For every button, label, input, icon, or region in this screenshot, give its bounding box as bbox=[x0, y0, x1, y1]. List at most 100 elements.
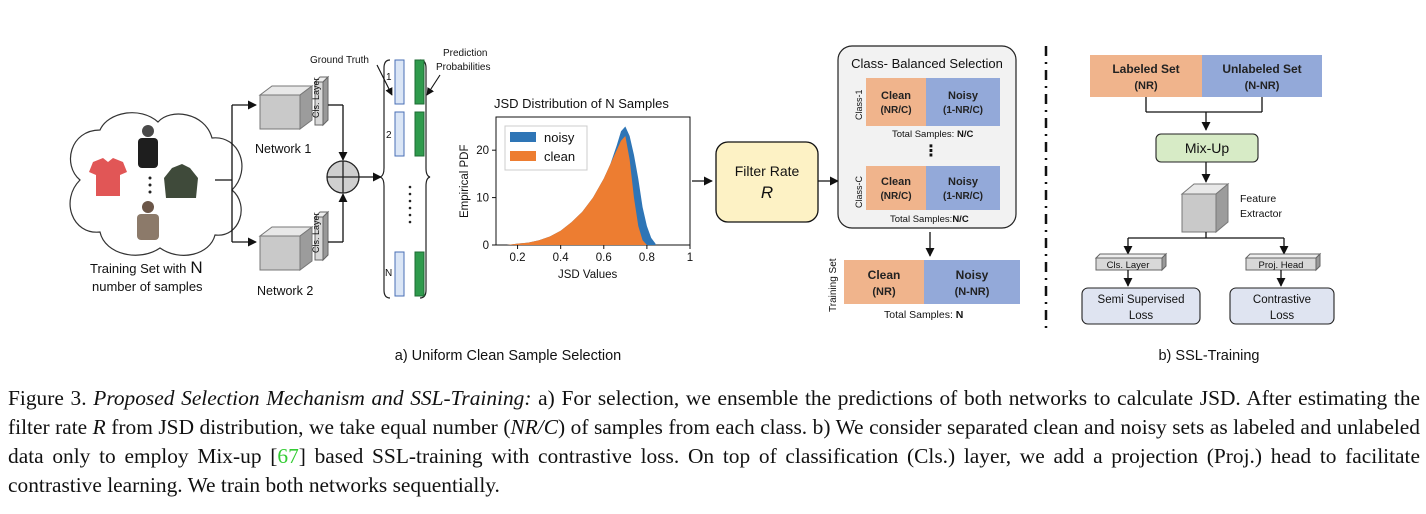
pred-bar-1 bbox=[414, 59, 425, 105]
person-top-image bbox=[138, 125, 158, 168]
unlabeled-set-box bbox=[1202, 55, 1322, 97]
cls-layer-1: Cls. Layer bbox=[311, 75, 330, 127]
svg-text:Loss: Loss bbox=[1270, 310, 1295, 322]
svg-text:Total Samples: N/C: Total Samples: N/C bbox=[892, 129, 973, 140]
class-balanced-panel: Class- Balanced Selection Class-1 Clean … bbox=[837, 45, 1017, 229]
x-tick-label: 0.8 bbox=[639, 252, 655, 264]
network-2-cube bbox=[258, 226, 314, 271]
caption-part-1: a) For selection, we ensemble the predic… bbox=[8, 386, 1421, 439]
ground-truth-label: Ground Truth bbox=[310, 55, 369, 66]
semi-supervised-loss-box bbox=[1081, 287, 1201, 325]
series-area-clean bbox=[506, 135, 647, 245]
x-tick-label: 0.4 bbox=[553, 252, 570, 264]
probabilities-label: Probabilities bbox=[436, 62, 490, 73]
svg-text:Total Samples:N/C: Total Samples:N/C bbox=[890, 214, 969, 225]
proj-head: Proj. Head bbox=[1244, 252, 1322, 272]
svg-text:Loss: Loss bbox=[1129, 310, 1154, 322]
part-b-caption: b) SSL-Training bbox=[1158, 348, 1259, 364]
caption-var-nrc: NR/C bbox=[510, 415, 558, 439]
final-clean-box bbox=[844, 260, 924, 304]
labeled-set-box bbox=[1090, 55, 1202, 97]
feature-label: Feature bbox=[1240, 193, 1276, 205]
cls-layer-b: Cls. Layer bbox=[1094, 252, 1168, 272]
legend-swatch-clean bbox=[510, 151, 536, 161]
svg-text:Cls. Layer: Cls. Layer bbox=[1107, 260, 1150, 271]
y-tick-label: 0 bbox=[483, 240, 489, 252]
caption-part-2: from JSD distribution, we take equal num… bbox=[105, 415, 511, 439]
pred-bar-2 bbox=[414, 111, 425, 157]
caption-lead: Proposed Selection Mechanism and SSL-Tra… bbox=[93, 386, 532, 410]
svg-text:Labeled Set: Labeled Set bbox=[1112, 62, 1179, 76]
left-brace bbox=[379, 59, 391, 299]
contrastive-loss-box bbox=[1229, 287, 1335, 325]
filter-rate-box: Filter Rate R bbox=[715, 141, 819, 223]
svg-text:⋮: ⋮ bbox=[923, 143, 939, 160]
svg-text:Cls. Layer: Cls. Layer bbox=[311, 212, 321, 253]
svg-text:Class-C: Class-C bbox=[854, 175, 864, 208]
caption-ref-link[interactable]: 67 bbox=[277, 444, 299, 468]
training-set-vertical: Training Set bbox=[828, 258, 839, 312]
svg-text:Contrastive: Contrastive bbox=[1253, 294, 1311, 306]
legend-label-noisy: noisy bbox=[544, 130, 575, 145]
prediction-ellipsis bbox=[408, 185, 412, 224]
svg-text:Filter Rate: Filter Rate bbox=[735, 163, 800, 179]
training-set-label-2: number of samples bbox=[92, 279, 203, 294]
gt-bar-2 bbox=[394, 111, 405, 157]
jacket-image bbox=[164, 164, 198, 198]
class1-clean-box bbox=[866, 78, 926, 126]
right-brace bbox=[419, 59, 431, 299]
chart-ylabel: Empirical PDF bbox=[459, 145, 471, 218]
figure-caption: Figure 3. Proposed Selection Mechanism a… bbox=[8, 384, 1420, 500]
svg-text:(NR): (NR) bbox=[872, 286, 896, 298]
caption-part-3: ) of samples from each class. b) We cons… bbox=[8, 415, 1420, 468]
prediction-label: Prediction bbox=[443, 48, 487, 59]
svg-text:R: R bbox=[761, 183, 773, 202]
svg-text:(N-NR): (N-NR) bbox=[1245, 80, 1280, 92]
svg-text:Clean: Clean bbox=[868, 268, 901, 282]
gt-bar-1 bbox=[394, 59, 405, 105]
network-1-label: Network 1 bbox=[255, 142, 311, 156]
legend-swatch-noisy bbox=[510, 132, 536, 142]
classc-noisy-box bbox=[926, 166, 1000, 210]
row-label-n: N bbox=[385, 268, 392, 279]
final-noisy-box bbox=[924, 260, 1020, 304]
caption-part-4: ] based SSL-training with contrastive lo… bbox=[8, 444, 1420, 497]
training-set-cloud bbox=[69, 112, 243, 256]
svg-text:Noisy: Noisy bbox=[956, 268, 989, 282]
svg-text:Noisy: Noisy bbox=[948, 176, 979, 188]
svg-text:Unlabeled Set: Unlabeled Set bbox=[1222, 62, 1301, 76]
svg-text:Noisy: Noisy bbox=[948, 90, 979, 102]
pred-bar-n bbox=[414, 251, 425, 297]
gt-bar-n bbox=[394, 251, 405, 297]
cls-layer-2: Cls. Layer bbox=[311, 210, 330, 262]
svg-text:(1-NR/C): (1-NR/C) bbox=[943, 191, 983, 202]
class1-noisy-box bbox=[926, 78, 1000, 126]
caption-prefix: Figure 3. bbox=[8, 386, 94, 410]
caption-var-r: R bbox=[92, 415, 106, 439]
svg-text:Cls. Layer: Cls. Layer bbox=[311, 77, 321, 118]
svg-text:(NR/C): (NR/C) bbox=[880, 191, 911, 202]
y-tick-label: 10 bbox=[476, 193, 489, 205]
svg-text:(NR/C): (NR/C) bbox=[880, 105, 911, 116]
svg-text:(NR): (NR) bbox=[1134, 80, 1158, 92]
figure-diagram: Training Set with N number of samples Cls… bbox=[69, 45, 1335, 364]
x-tick-label: 0.6 bbox=[596, 252, 612, 264]
svg-text:Semi Supervised: Semi Supervised bbox=[1098, 294, 1185, 306]
training-set-label: Training Set with N bbox=[90, 258, 203, 277]
chart-xlabel: JSD Values bbox=[558, 269, 617, 281]
chart-legend: noisy clean bbox=[504, 125, 588, 171]
ensemble-plus-icon bbox=[326, 160, 360, 194]
legend-label-clean: clean bbox=[544, 149, 575, 164]
y-tick-label: 20 bbox=[476, 145, 489, 157]
final-total-label: Total Samples: N bbox=[884, 309, 963, 321]
svg-text:(1-NR/C): (1-NR/C) bbox=[943, 105, 983, 116]
svg-text:Class- Balanced Selection: Class- Balanced Selection bbox=[851, 56, 1003, 71]
part-a-caption: a) Uniform Clean Sample Selection bbox=[395, 348, 621, 364]
x-tick-label: 1 bbox=[687, 252, 693, 264]
svg-text:Mix-Up: Mix-Up bbox=[1185, 140, 1230, 156]
person-bottom-image bbox=[137, 201, 159, 240]
extractor-label: Extractor bbox=[1240, 208, 1283, 220]
feature-extractor-cube bbox=[1180, 182, 1230, 234]
mixup-box bbox=[1155, 133, 1259, 163]
